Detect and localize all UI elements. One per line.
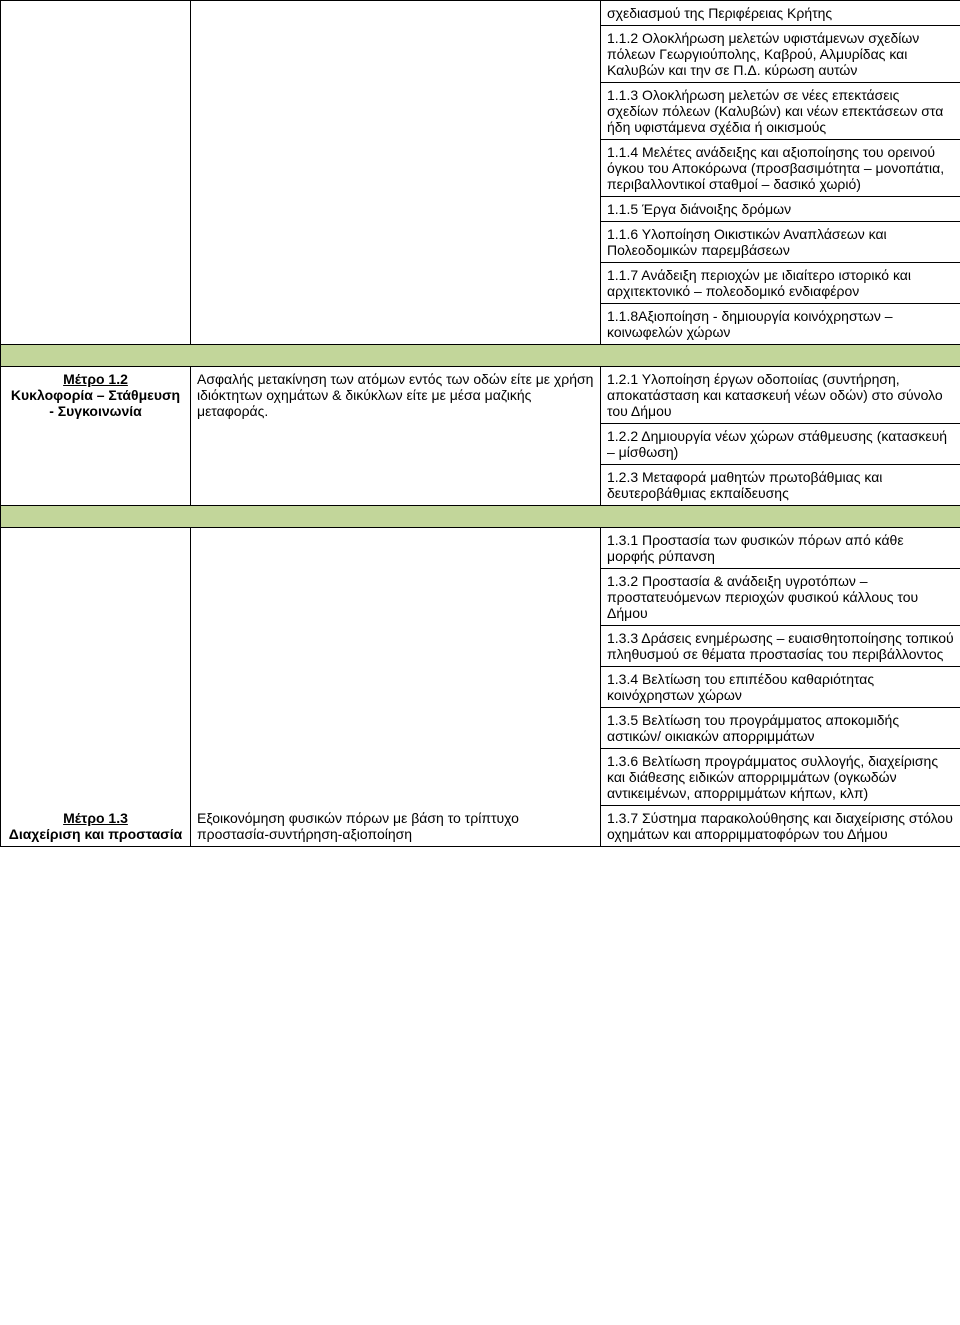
separator-row [1,506,960,528]
section2-item: 1.2.1 Υλοποίηση έργων οδοποιίας (συντήρη… [601,367,960,424]
table-row: σχεδιασμού της Περιφέρειας Κρήτης [1,1,960,26]
section1-item: 1.1.7 Ανάδειξη περιοχών με ιδιαίτερο ιστ… [601,263,960,304]
section3-mid: Εξοικονόμηση φυσικών πόρων με βάση το τρ… [191,528,601,847]
measure-1-2-title: Μέτρο 1.2 Κυκλοφορία – Στάθμευση - Συγκο… [1,367,191,506]
separator [1,506,960,528]
section3-item: 1.3.7 Σύστημα παρακολούθησης και διαχείρ… [601,806,960,847]
section1-item: 1.1.8Αξιοποίηση - δημιουργία κοινόχρηστω… [601,304,960,345]
measure-label: Μέτρο 1.3 [63,810,128,826]
table-row: Μέτρο 1.2 Κυκλοφορία – Στάθμευση - Συγκο… [1,367,960,424]
measure-subtitle: Κυκλοφορία – Στάθμευση - Συγκοινωνία [11,387,180,419]
separator [1,345,960,367]
measure-label: Μέτρο 1.2 [63,371,128,387]
section1-item: 1.1.3 Ολοκλήρωση μελετών σε νέες επεκτάσ… [601,83,960,140]
section3-item: 1.3.4 Βελτίωση του επιπέδου καθαριότητας… [601,667,960,708]
measure-1-3-title: Μέτρο 1.3 Διαχείριση και προστασία [1,528,191,847]
separator-row [1,345,960,367]
section3-item: 1.3.5 Βελτίωση του προγράμματος αποκομιδ… [601,708,960,749]
section3-item: 1.3.2 Προστασία & ανάδειξη υγροτόπων – π… [601,569,960,626]
measure-subtitle: Διαχείριση και προστασία [9,826,183,842]
section3-item: 1.3.1 Προστασία των φυσικών πόρων από κά… [601,528,960,569]
document-table: σχεδιασμού της Περιφέρειας Κρήτης 1.1.2 … [0,0,960,847]
section1-item: 1.1.2 Ολοκλήρωση μελετών υφιστάμενων σχε… [601,26,960,83]
section1-item: σχεδιασμού της Περιφέρειας Κρήτης [601,1,960,26]
table-row: Μέτρο 1.3 Διαχείριση και προστασία Εξοικ… [1,528,960,569]
section1-mid [191,1,601,345]
section1-item: 1.1.6 Υλοποίηση Οικιστικών Αναπλάσεων κα… [601,222,960,263]
section2-item: 1.2.3 Μεταφορά μαθητών πρωτοβάθμιας και … [601,465,960,506]
section1-left [1,1,191,345]
section3-item: 1.3.3 Δράσεις ενημέρωσης – ευαισθητοποίη… [601,626,960,667]
section2-item: 1.2.2 Δημιουργία νέων χώρων στάθμευσης (… [601,424,960,465]
section3-item: 1.3.6 Βελτίωση προγράμματος συλλογής, δι… [601,749,960,806]
section1-item: 1.1.5 Έργα διάνοιξης δρόμων [601,197,960,222]
section1-item: 1.1.4 Μελέτες ανάδειξης και αξιοποίησης … [601,140,960,197]
section2-mid: Ασφαλής μετακίνηση των ατόμων εντός των … [191,367,601,506]
